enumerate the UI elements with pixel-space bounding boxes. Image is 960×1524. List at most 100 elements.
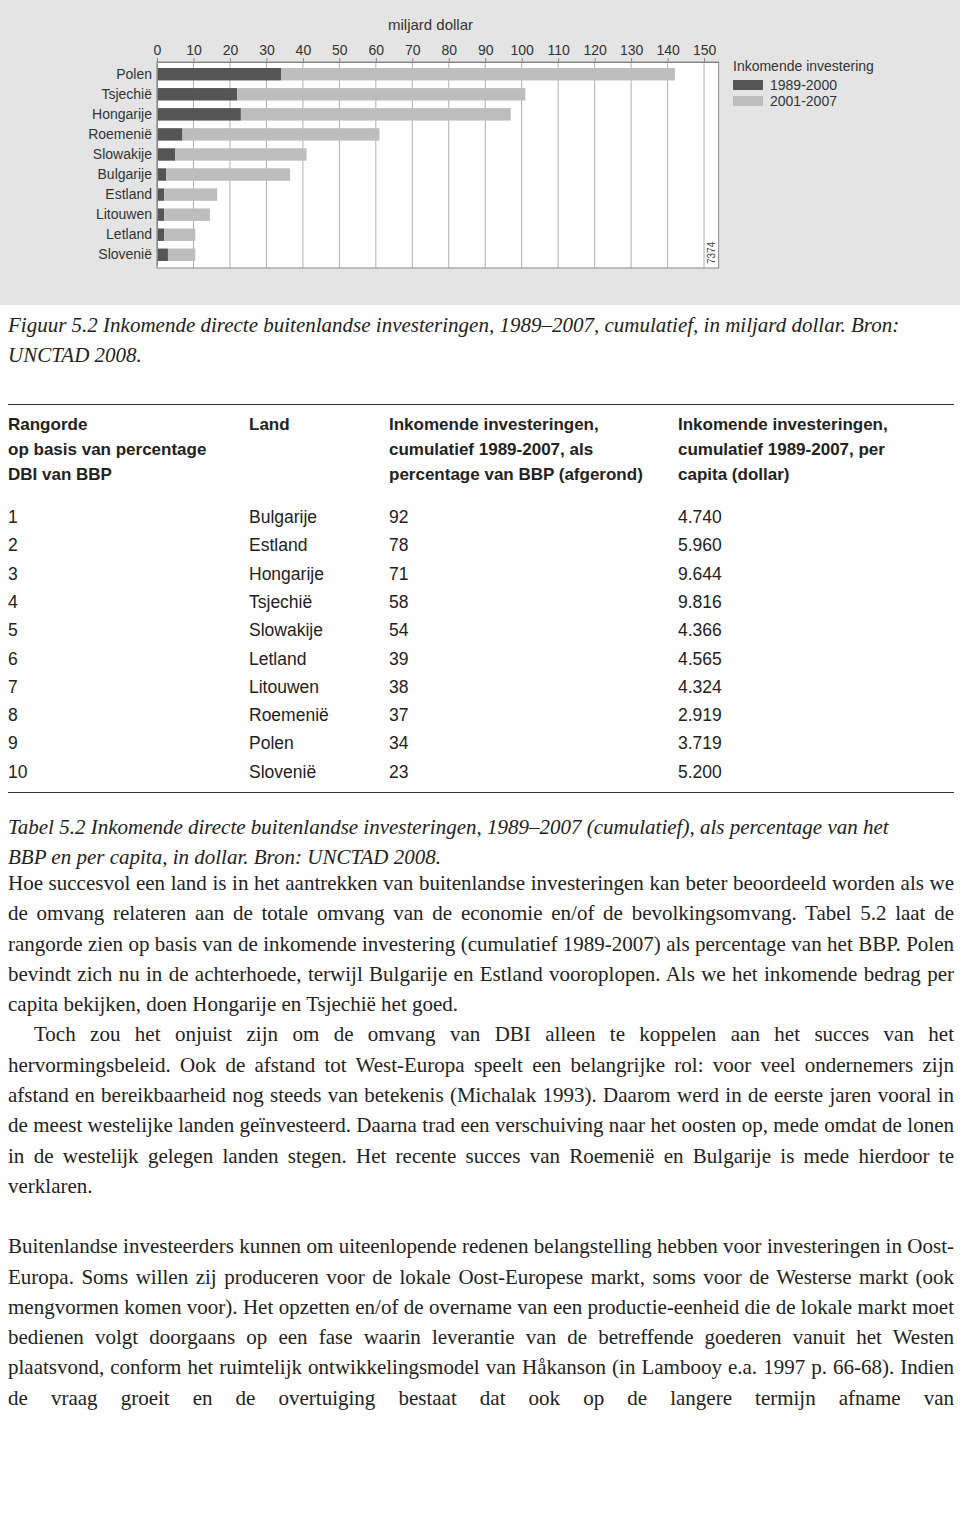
table-cell: 9 bbox=[8, 729, 18, 757]
tick: Roemenië bbox=[88, 126, 157, 142]
bar bbox=[157, 88, 237, 100]
category-label: Hongarije bbox=[92, 106, 152, 122]
table-cell: Litouwen bbox=[249, 673, 319, 701]
table-cell: Slowakije bbox=[249, 616, 323, 644]
grid bbox=[157, 62, 704, 268]
table-cell: 7 bbox=[8, 673, 18, 701]
tick: 80 bbox=[441, 42, 457, 62]
grid-line bbox=[558, 62, 559, 268]
tick-label: 60 bbox=[369, 42, 385, 58]
tick-mark bbox=[558, 58, 559, 62]
table-cell: 9.816 bbox=[678, 588, 722, 616]
tick: Slowakije bbox=[93, 146, 157, 162]
table-cell: 8 bbox=[8, 701, 18, 729]
tick-label: 120 bbox=[583, 42, 607, 58]
table-header: op basis van percentage bbox=[8, 437, 206, 462]
bar bbox=[157, 108, 241, 120]
table-cell: 6 bbox=[8, 645, 18, 673]
category-label: Bulgarije bbox=[98, 166, 153, 182]
bar bbox=[157, 188, 164, 200]
bar bbox=[183, 128, 380, 140]
tick-mark bbox=[595, 58, 596, 62]
table-cell: Hongarije bbox=[249, 560, 324, 588]
tick: 40 bbox=[296, 42, 312, 62]
plot-frame bbox=[157, 62, 719, 268]
tick: 0 bbox=[154, 42, 162, 62]
legend-label: 1989-2000 bbox=[770, 77, 837, 93]
category-label: Slovenië bbox=[98, 246, 152, 262]
table-cell: 5 bbox=[8, 616, 18, 644]
figure-caption: Figuur 5.2 Inkomende directe buitenlands… bbox=[8, 310, 952, 370]
tick-label: 40 bbox=[296, 42, 312, 58]
bar bbox=[157, 128, 183, 140]
tick: Bulgarije bbox=[98, 166, 157, 182]
table-cell: 34 bbox=[389, 729, 408, 757]
tick-mark bbox=[522, 58, 523, 62]
table-cell: Estland bbox=[249, 531, 307, 559]
bar bbox=[164, 228, 195, 240]
table-cell: 71 bbox=[389, 560, 408, 588]
tick: Slovenië bbox=[98, 246, 157, 262]
bar bbox=[157, 208, 164, 220]
tick: 90 bbox=[478, 42, 494, 62]
tick: 100 bbox=[511, 42, 535, 62]
table-cell: Roemenië bbox=[249, 701, 329, 729]
axis-line bbox=[158, 62, 720, 63]
chart-background bbox=[0, 0, 960, 305]
table-cell: 5.960 bbox=[678, 531, 722, 559]
grid-line bbox=[667, 62, 668, 268]
category-label: Estland bbox=[105, 186, 152, 202]
tick-mark bbox=[157, 58, 158, 62]
annotation: 7374 bbox=[706, 241, 717, 264]
legend-swatch bbox=[733, 96, 763, 106]
grid-line bbox=[631, 62, 632, 268]
tick: Tsjechië bbox=[101, 86, 157, 102]
grid-line bbox=[594, 62, 595, 268]
table-cell: 4 bbox=[8, 588, 18, 616]
tick-label: 70 bbox=[405, 42, 421, 58]
tick: Hongarije bbox=[92, 106, 157, 122]
tick-mark bbox=[303, 58, 304, 62]
table-header: percentage van BBP (afgerond) bbox=[389, 462, 643, 487]
table-cell: 37 bbox=[389, 701, 408, 729]
tick: 10 bbox=[186, 42, 202, 62]
tick-mark bbox=[485, 58, 486, 62]
table-cell: 3 bbox=[8, 560, 18, 588]
x-axis: 0102030405060708090100110120130140150 bbox=[154, 42, 720, 63]
tick-mark bbox=[631, 58, 632, 62]
legend-swatch bbox=[733, 80, 763, 90]
table-cell: Polen bbox=[249, 729, 294, 757]
tick: 120 bbox=[583, 42, 607, 62]
table-cell: 78 bbox=[389, 531, 408, 559]
table-cell: 23 bbox=[389, 758, 408, 786]
table-cell: 1 bbox=[8, 503, 18, 531]
tick-mark bbox=[230, 58, 231, 62]
tick: 140 bbox=[656, 42, 680, 62]
category-label: Polen bbox=[116, 66, 152, 82]
bar bbox=[157, 148, 175, 160]
table-cell: 9.644 bbox=[678, 560, 722, 588]
tick-label: 50 bbox=[332, 42, 348, 58]
caption-text: Figuur 5.2 Inkomende directe buitenlands… bbox=[8, 313, 846, 337]
table-rule bbox=[8, 404, 954, 405]
tick: 130 bbox=[620, 42, 644, 62]
tick-mark bbox=[376, 58, 377, 62]
grid-line bbox=[157, 62, 158, 268]
tick-label: 150 bbox=[693, 42, 717, 58]
bar bbox=[175, 148, 306, 160]
y-axis: Polen Tsjechië Hongarije Roemenië Slowakije B… bbox=[88, 65, 157, 266]
table-header: capita (dollar) bbox=[678, 462, 789, 487]
axis-line bbox=[157, 65, 158, 266]
legend-label: 2001-2007 bbox=[770, 93, 837, 109]
tick: 110 bbox=[548, 42, 571, 62]
table-rule bbox=[8, 792, 954, 793]
bar bbox=[237, 88, 525, 100]
bars bbox=[157, 68, 675, 261]
table-cell: 4.324 bbox=[678, 673, 722, 701]
paragraph: Toch zou het onjuist zijn om de omvang v… bbox=[8, 1019, 954, 1201]
table-header: DBI van BBP bbox=[8, 462, 112, 487]
table-cell: 5.200 bbox=[678, 758, 722, 786]
table-cell: 3.719 bbox=[678, 729, 722, 757]
body-text: Hoe succesvol een land is in het aantrek… bbox=[8, 868, 954, 1413]
paragraph: Buitenlandse investeerders kunnen om uit… bbox=[8, 1231, 954, 1413]
